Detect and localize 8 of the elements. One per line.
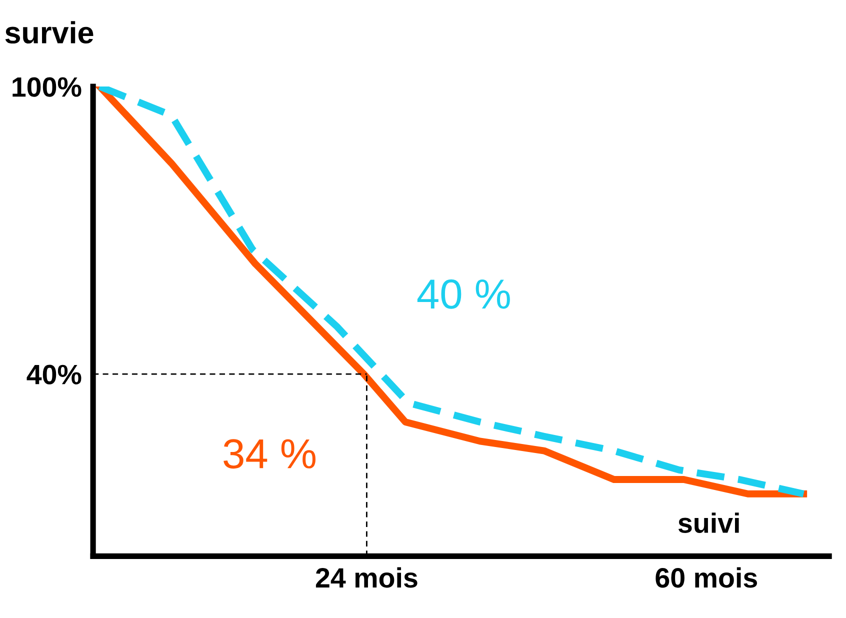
y-tick-label: 40% xyxy=(26,364,82,384)
y-axis-title: survie xyxy=(5,21,94,44)
y-tick-label: 100% xyxy=(12,77,82,97)
annotation: 34 % xyxy=(224,439,316,469)
x-axis-title: suivi xyxy=(678,512,739,533)
x-tick-label: 60 mois xyxy=(656,567,757,588)
x-tick-label: 24 mois xyxy=(316,567,418,588)
annotation: 40 % xyxy=(417,279,510,309)
